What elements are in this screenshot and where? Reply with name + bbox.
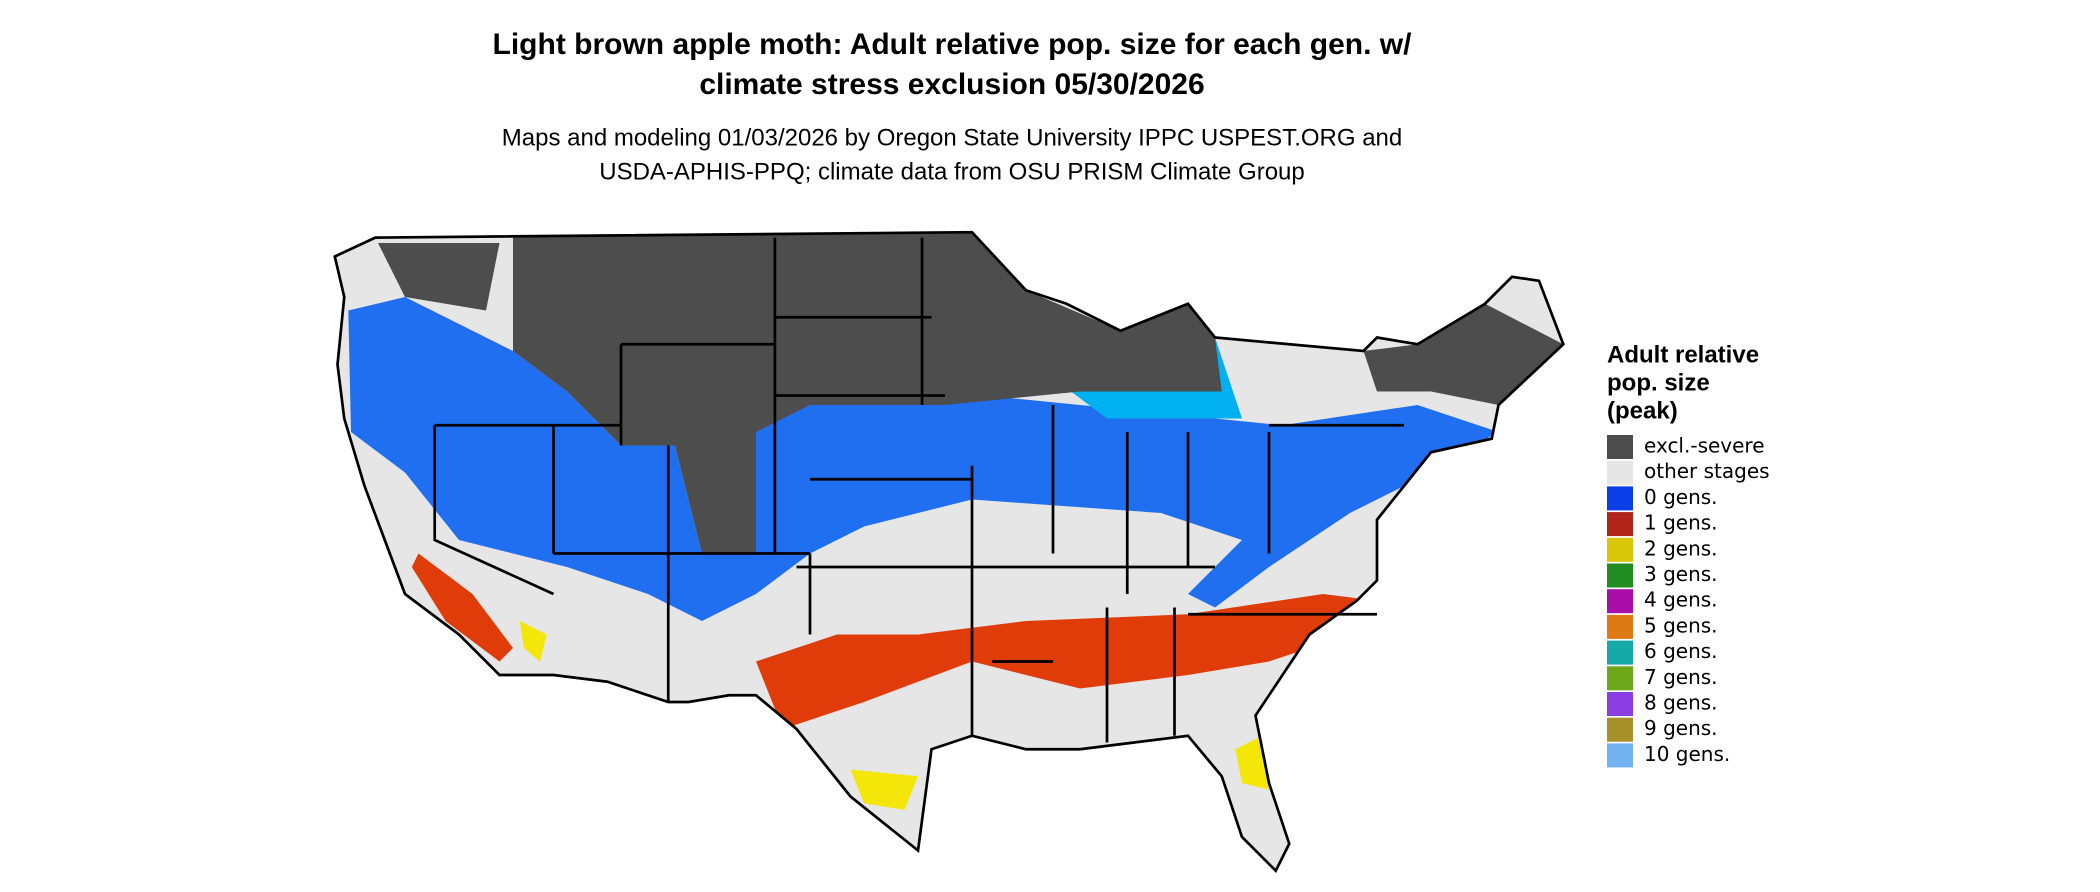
legend-swatch: [1607, 717, 1633, 742]
legend-swatch: [1607, 692, 1633, 716]
legend-swatch: [1607, 486, 1633, 511]
legend-swatch: [1607, 460, 1633, 485]
legend-label: 0 gens.: [1644, 485, 1718, 509]
legend-label: 7 gens.: [1644, 665, 1718, 689]
legend-label: 1 gens.: [1644, 511, 1718, 535]
subtitle-line: Maps and modeling 01/03/2026 by Oregon S…: [502, 124, 1402, 151]
legend-label: 9 gens.: [1644, 716, 1718, 740]
legend-swatch: [1607, 512, 1633, 537]
us-map: [333, 230, 1565, 874]
legend-title: pop. size: [1607, 369, 1710, 396]
legend-swatch: [1607, 537, 1633, 562]
legend-title: (peak): [1607, 397, 1678, 424]
legend-label: excl.-severe: [1644, 434, 1765, 458]
legend-label: 3 gens.: [1644, 562, 1718, 586]
legend-swatch: [1607, 666, 1633, 691]
legend-label: 2 gens.: [1644, 536, 1718, 560]
title-line: climate stress exclusion 05/30/2026: [699, 68, 1204, 101]
legend-swatch: [1607, 614, 1633, 639]
legend-title: Adult relative: [1607, 341, 1759, 368]
legend-label: 10 gens.: [1644, 742, 1730, 766]
legend-label: other stages: [1644, 459, 1770, 483]
legend-label: 5 gens.: [1644, 613, 1718, 637]
legend-swatch: [1607, 563, 1633, 588]
legend-label: 8 gens.: [1644, 691, 1718, 715]
legend-label: 4 gens.: [1644, 588, 1718, 612]
map-fill: [334, 232, 1564, 871]
legend-swatch: [1607, 435, 1633, 459]
legend-label: 6 gens.: [1644, 639, 1718, 663]
legend-swatch: [1607, 589, 1633, 614]
title-line: Light brown apple moth: Adult relative p…: [493, 28, 1413, 61]
legend-swatch: [1607, 743, 1633, 768]
subtitle-line: USDA-APHIS-PPQ; climate data from OSU PR…: [599, 158, 1305, 185]
legend-swatch: [1607, 640, 1633, 665]
state-borders: [333, 230, 1565, 874]
